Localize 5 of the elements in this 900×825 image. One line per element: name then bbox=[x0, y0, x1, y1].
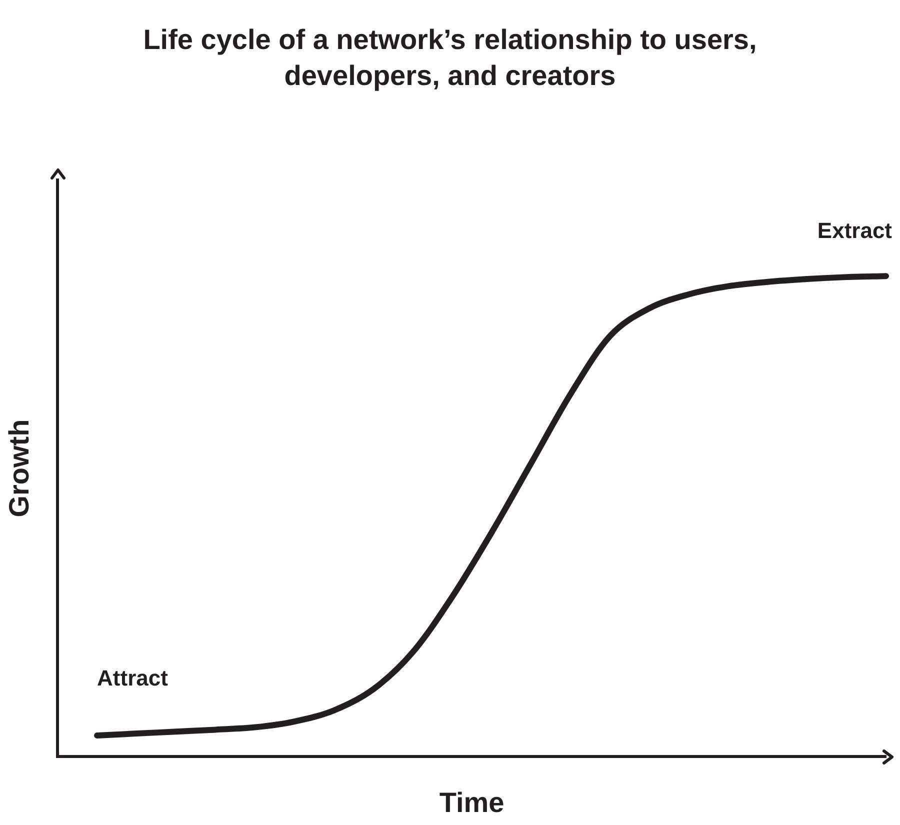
annotation: Attract bbox=[97, 665, 169, 690]
y-axis-title: Growth bbox=[4, 419, 35, 518]
text: Extract bbox=[817, 218, 893, 244]
x-axis-title: Time bbox=[439, 786, 504, 818]
chart-title: Life cycle of a network’s relationship to users, developers, and creators bbox=[142, 23, 758, 93]
